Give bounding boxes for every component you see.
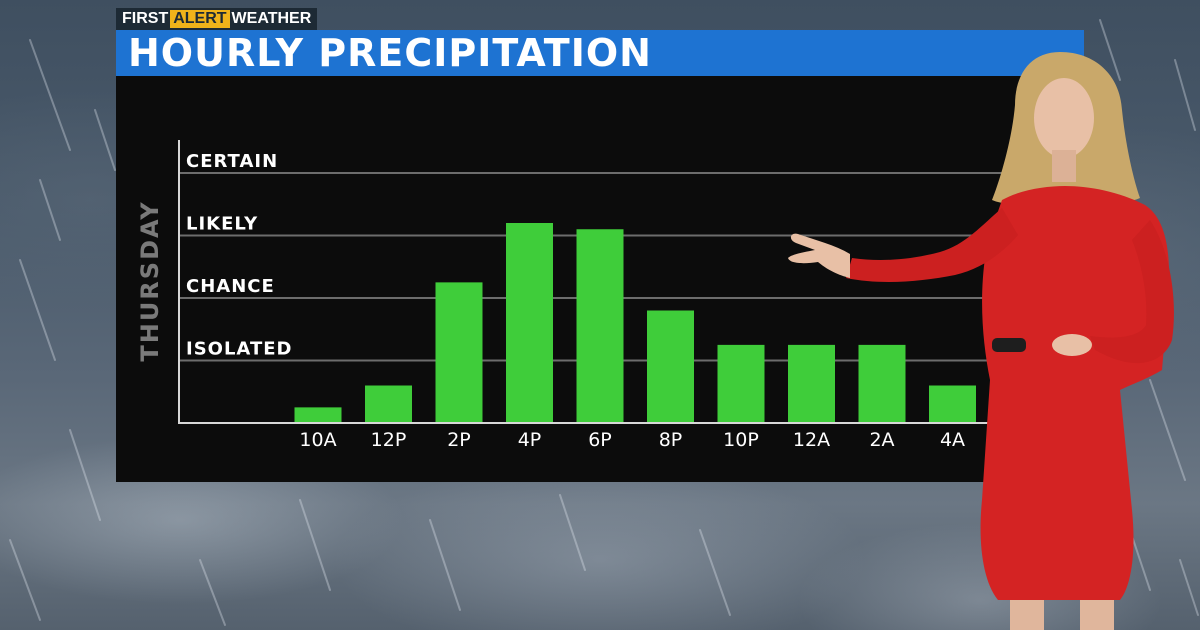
bar-4p	[506, 223, 553, 423]
title-bar: HOURLY PRECIPITATION	[116, 30, 1084, 76]
x-tick-label: 10A	[299, 429, 336, 451]
x-tick-label: 6P	[588, 429, 612, 451]
x-tick-label: 12P	[371, 429, 407, 451]
tag-first: FIRST	[122, 10, 169, 27]
y-level-label: LIKELY	[186, 214, 258, 235]
meteorologist-presenter	[788, 52, 1174, 630]
page-title: HOURLY PRECIPITATION	[128, 31, 652, 75]
tag-weather: WEATHER	[231, 10, 312, 27]
bar-12a	[788, 344, 835, 423]
x-tick-label: 2A	[869, 429, 894, 451]
x-tick-label: 4P	[518, 429, 542, 451]
y-level-label: CHANCE	[186, 276, 275, 297]
x-tick-label: 4A	[940, 429, 965, 451]
bar-2p	[435, 282, 483, 423]
x-tick-label: 8P	[659, 429, 683, 451]
y-level-label: ISOLATED	[186, 339, 292, 360]
bar-12p	[365, 385, 412, 423]
precipitation-bar-chart: THURSDAY ISOLATED CHANCE LIKELY CERTAIN 10A…	[136, 140, 1021, 451]
x-tick-label: 10P	[723, 429, 759, 451]
y-level-label: CERTAIN	[186, 151, 278, 172]
first-alert-weather-tag: FIRST ALERT WEATHER	[116, 8, 318, 30]
x-tick-label: 2P	[447, 429, 471, 451]
x-tick-label: 12A	[793, 429, 830, 451]
bar-4a	[929, 385, 976, 423]
bar-8p	[647, 310, 694, 423]
y-axis-label: THURSDAY	[136, 200, 164, 361]
tag-alert: ALERT	[170, 10, 230, 28]
bar-10a	[294, 407, 342, 423]
bar-10p	[717, 344, 765, 423]
bar-6p	[576, 229, 624, 423]
bar-2a	[858, 344, 906, 423]
